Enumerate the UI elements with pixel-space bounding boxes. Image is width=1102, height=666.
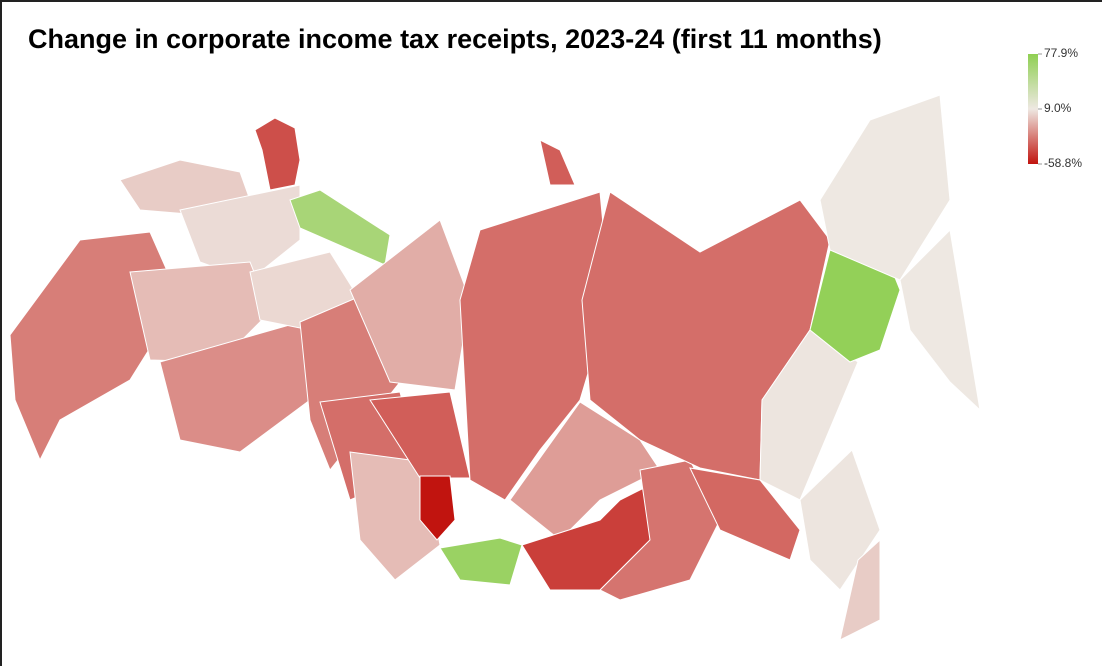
region (539, 139, 576, 186)
region (179, 184, 301, 281)
map-title: Change in corporate income tax receipts,… (28, 24, 882, 54)
region (159, 321, 311, 453)
legend-bar (1028, 54, 1038, 164)
region (419, 475, 456, 541)
legend-label: -58.8% (1044, 156, 1082, 170)
region (459, 191, 611, 501)
region (129, 261, 271, 363)
legend: 77.9% 9.0% -58.8% (1038, 46, 1082, 170)
region (689, 467, 801, 561)
region (254, 117, 301, 191)
region (289, 189, 391, 266)
region (759, 329, 859, 501)
region (439, 537, 523, 586)
regions (9, 94, 981, 641)
region (899, 228, 981, 412)
legend-label: 9.0% (1044, 101, 1072, 115)
legend-label: 77.9% (1044, 46, 1078, 60)
region (819, 94, 951, 281)
region (839, 538, 881, 641)
